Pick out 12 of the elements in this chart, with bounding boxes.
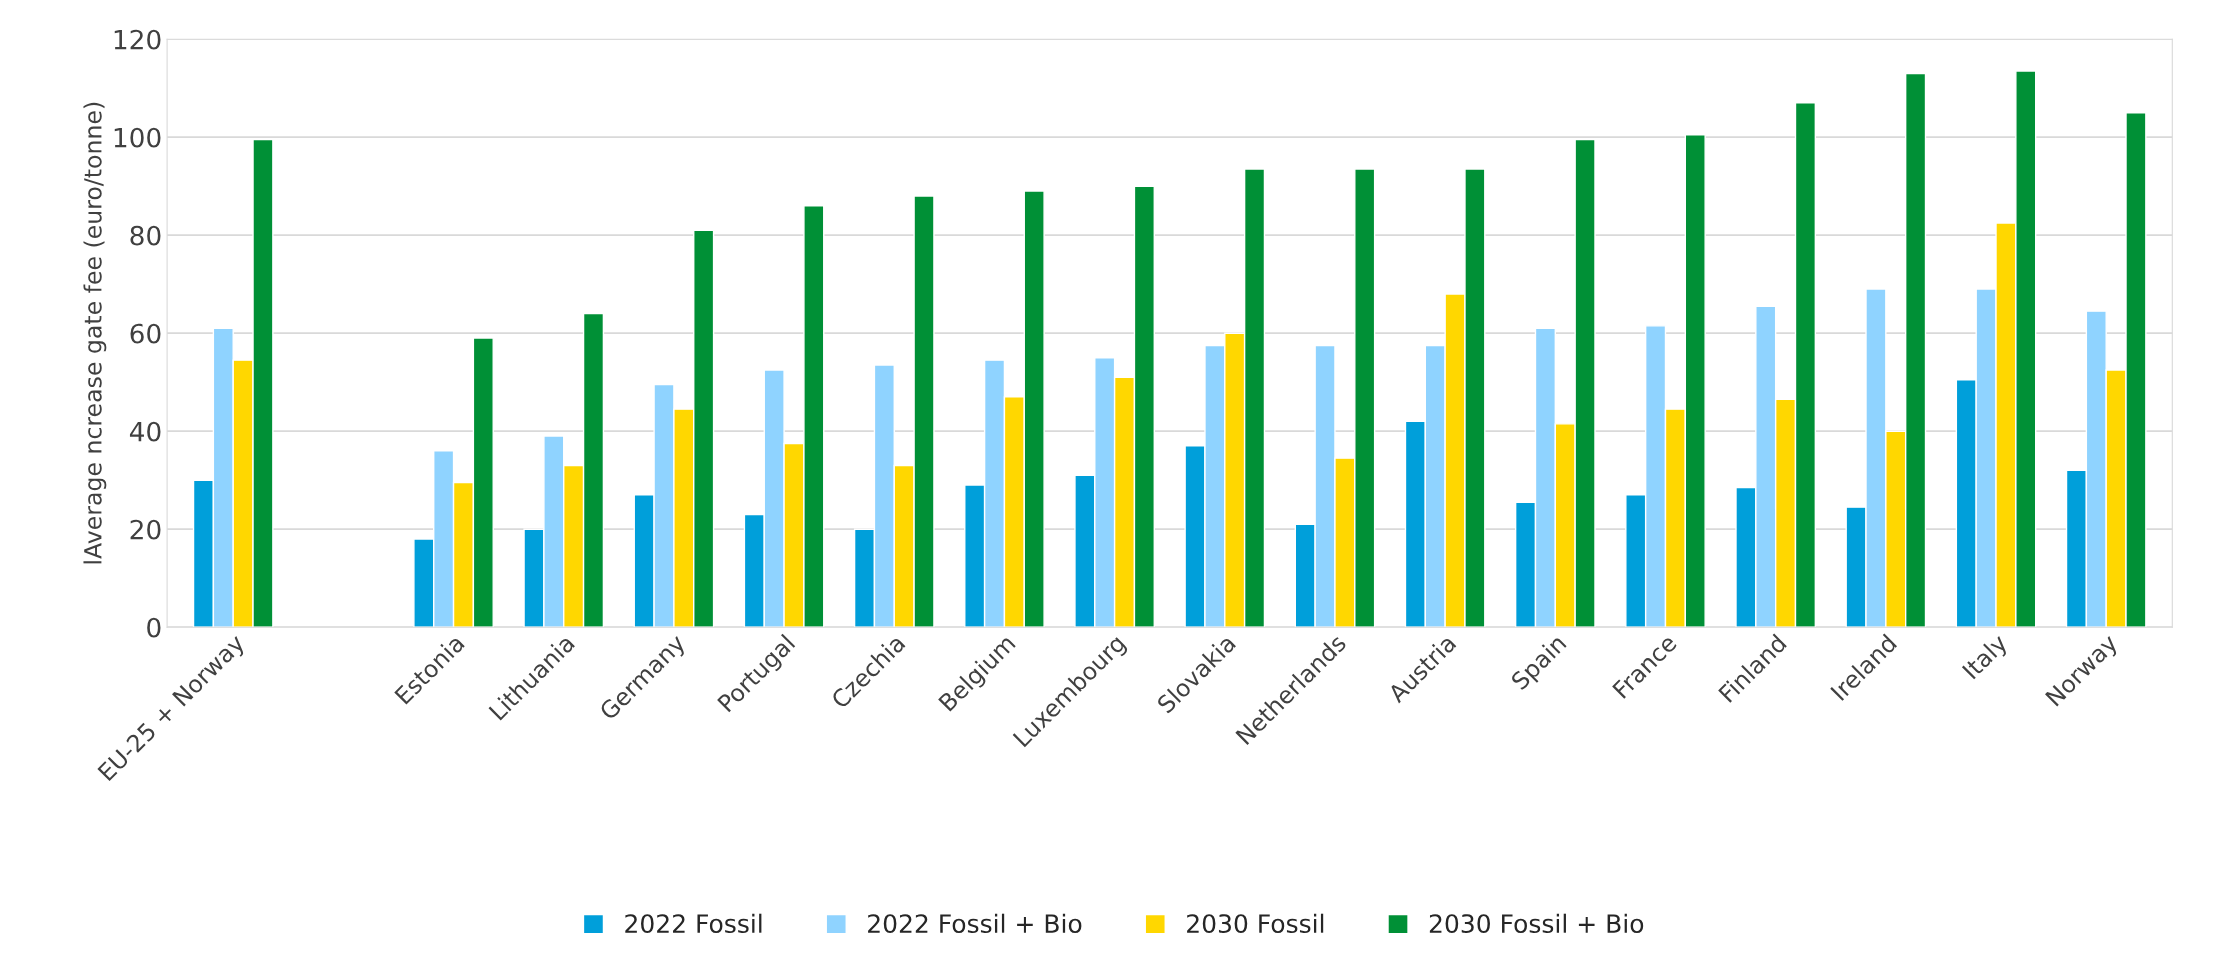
y-tick-label: 80	[130, 225, 161, 246]
y-axis-title: lAverage ncrease gate fee (euro/tonne)	[83, 102, 107, 564]
y-tick-label: 40	[129, 421, 161, 442]
legend-label: 2022 Fossil	[625, 913, 762, 934]
y-tick-label: 120	[114, 29, 161, 50]
legend-label: 2030 Fossil	[1187, 913, 1324, 934]
legend-label: 2030 Fossil + Bio	[1429, 913, 1644, 934]
y-tick-label: 100	[114, 127, 161, 148]
y-tick-label: 0	[147, 617, 161, 638]
y-tick-label: 20	[130, 519, 161, 540]
legend-label: 2022 Fossil + Bio	[868, 913, 1082, 934]
y-tick-label: 60	[130, 323, 161, 344]
